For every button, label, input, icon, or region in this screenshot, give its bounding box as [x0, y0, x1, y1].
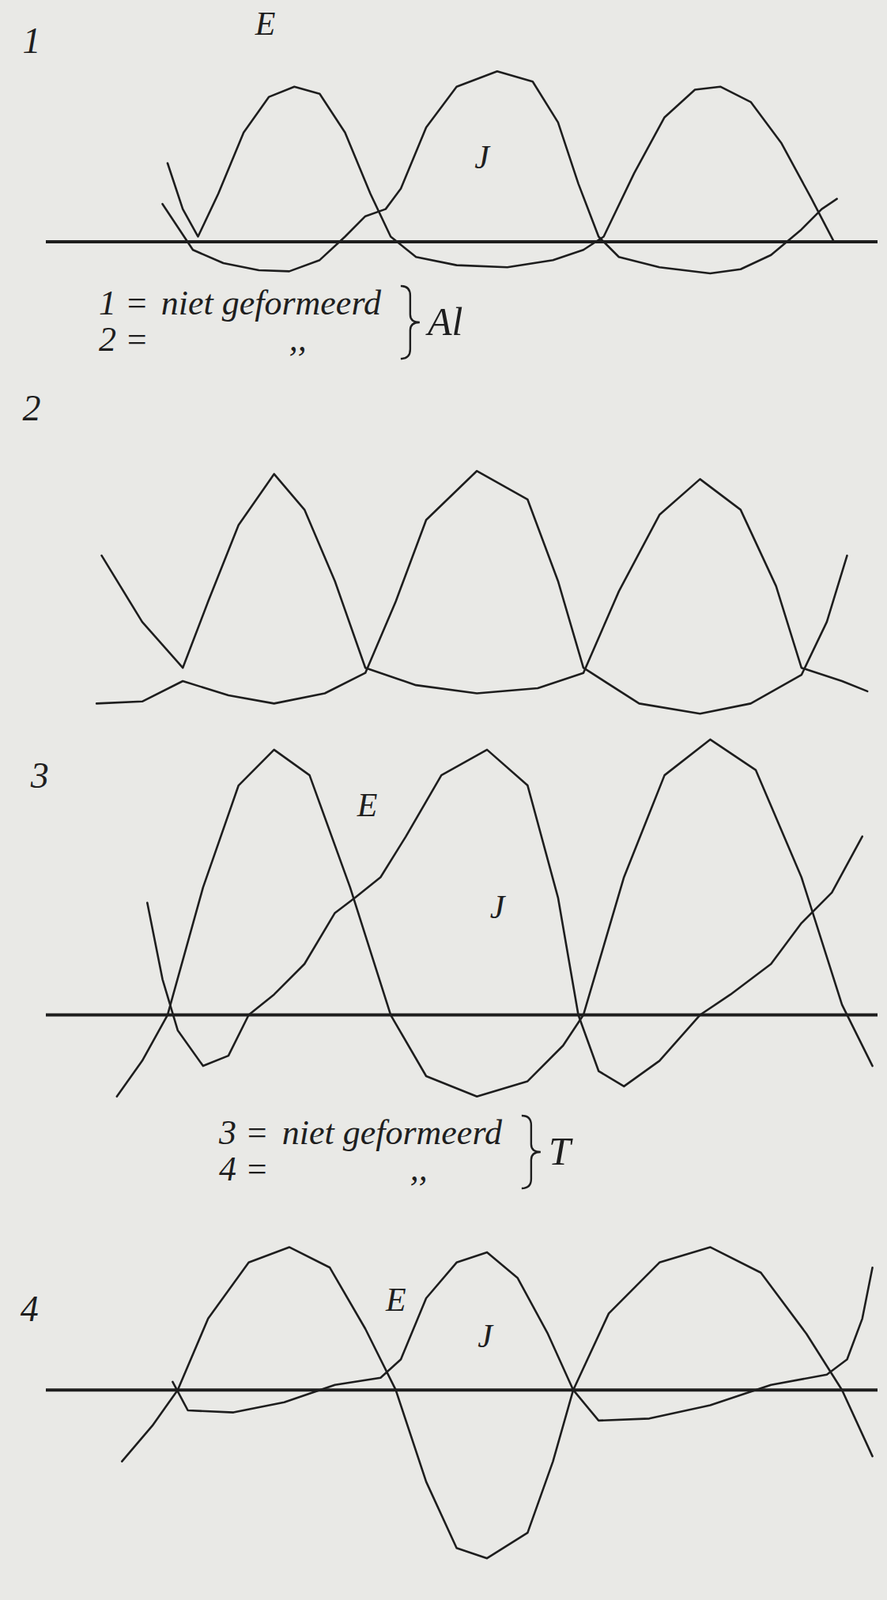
brace [400, 286, 420, 359]
trace-label: J [474, 139, 491, 176]
plot-area [45, 739, 878, 1098]
panel-number: 3 [30, 755, 50, 797]
zero-line [45, 240, 878, 244]
trace [101, 474, 869, 695]
trace-label: E [356, 787, 378, 824]
caption-group: T [548, 1129, 574, 1174]
caption-key: 2 = [98, 320, 149, 359]
trace [172, 1253, 872, 1422]
plot-area [45, 1247, 878, 1559]
plot-area [45, 71, 878, 274]
trace [117, 739, 873, 1098]
background [0, 0, 887, 1600]
caption-text: niet geformeerd [282, 1113, 503, 1153]
trace-label: E [384, 1282, 407, 1319]
caption-key: 4 = [218, 1150, 269, 1189]
caption-key: 3 = [218, 1113, 269, 1153]
caption-text: ,, [410, 1150, 428, 1189]
trace [162, 71, 838, 274]
plot-area [96, 471, 868, 714]
trace-label: E [254, 5, 276, 42]
brace [521, 1116, 541, 1189]
zero-line [45, 1014, 878, 1018]
caption-text: niet geformeerd [161, 283, 382, 323]
caption-key: 1 = [98, 283, 149, 323]
figure: E J 1 2 E J 3 E J 4 1 =2 = niet geformeerd,, Al 3 =4 … [0, 0, 887, 1600]
trace [96, 471, 847, 714]
trace-label: J [490, 889, 507, 926]
panel-number: 1 [22, 20, 41, 61]
panel-number: 4 [20, 1289, 39, 1330]
trace [147, 750, 862, 1088]
caption-text: ,, [289, 320, 307, 359]
panel-number: 2 [22, 388, 41, 429]
trace [121, 1247, 872, 1559]
trace [167, 86, 835, 268]
caption-group: Al [425, 299, 463, 344]
trace-label: J [477, 1318, 495, 1356]
